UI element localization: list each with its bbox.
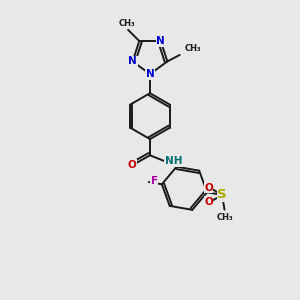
Text: F: F <box>151 176 158 186</box>
Text: N: N <box>128 56 137 66</box>
Text: CH₃: CH₃ <box>216 213 233 222</box>
Text: O: O <box>204 183 213 193</box>
Text: N: N <box>146 69 154 79</box>
Text: CH₃: CH₃ <box>118 19 135 28</box>
Text: O: O <box>128 160 137 170</box>
Text: NH: NH <box>165 156 182 166</box>
Text: N: N <box>156 36 165 46</box>
Text: CH₃: CH₃ <box>185 44 202 53</box>
Text: O: O <box>204 197 213 207</box>
Text: S: S <box>217 188 227 201</box>
